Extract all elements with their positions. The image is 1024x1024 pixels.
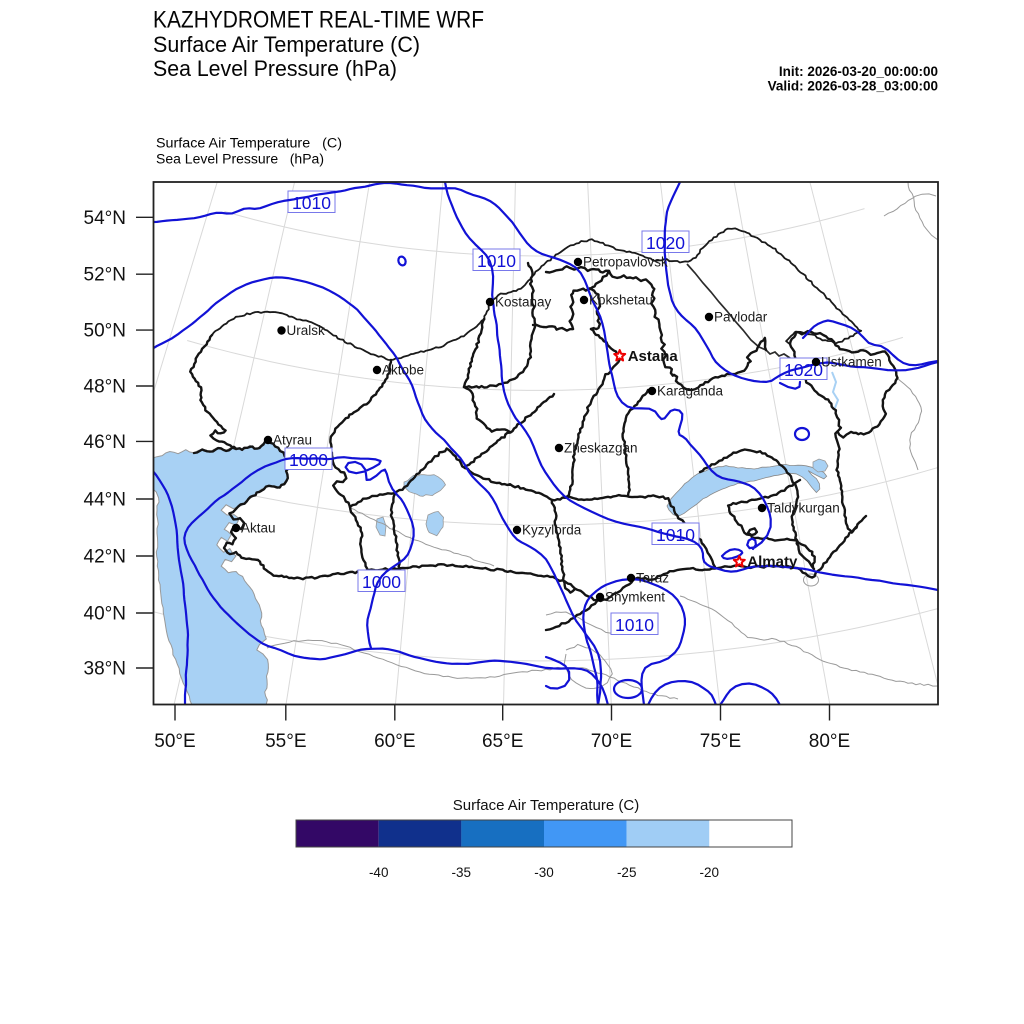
svg-text:1010: 1010 bbox=[477, 251, 516, 271]
svg-text:Karaganda: Karaganda bbox=[657, 384, 724, 399]
svg-text:54°N: 54°N bbox=[84, 208, 126, 229]
svg-text:38°N: 38°N bbox=[84, 659, 126, 680]
svg-text:Valid: 2026-03-28_03:00:00: Valid: 2026-03-28_03:00:00 bbox=[768, 79, 938, 94]
svg-text:Kokshetau: Kokshetau bbox=[589, 293, 653, 308]
svg-text:80°E: 80°E bbox=[809, 731, 850, 752]
svg-text:1010: 1010 bbox=[615, 615, 654, 635]
svg-text:Sea Level Pressure (hPa): Sea Level Pressure (hPa) bbox=[153, 56, 397, 81]
svg-text:Atyrau: Atyrau bbox=[273, 433, 312, 448]
svg-text:Zheskazgan: Zheskazgan bbox=[564, 441, 638, 456]
svg-text:Ustkamen: Ustkamen bbox=[821, 355, 882, 370]
svg-text:44°N: 44°N bbox=[84, 490, 126, 511]
svg-text:Taraz: Taraz bbox=[636, 571, 669, 586]
svg-text:1010: 1010 bbox=[656, 525, 695, 545]
svg-text:42°N: 42°N bbox=[84, 547, 126, 568]
svg-text:-25: -25 bbox=[617, 865, 637, 880]
svg-text:Aktobe: Aktobe bbox=[382, 363, 424, 378]
svg-text:-30: -30 bbox=[534, 865, 554, 880]
svg-text:40°N: 40°N bbox=[84, 604, 126, 625]
svg-text:50°E: 50°E bbox=[154, 731, 195, 752]
svg-text:Surface Air Temperature (C): Surface Air Temperature (C) bbox=[453, 797, 639, 814]
svg-text:Almaty: Almaty bbox=[747, 554, 798, 571]
svg-text:Surface Air Temperature (C): Surface Air Temperature (C) bbox=[153, 32, 420, 57]
svg-text:-20: -20 bbox=[700, 865, 720, 880]
svg-text:Astana: Astana bbox=[628, 348, 679, 365]
svg-text:Kostanay: Kostanay bbox=[495, 295, 552, 310]
svg-text:65°E: 65°E bbox=[482, 731, 523, 752]
svg-text:Aktau: Aktau bbox=[241, 521, 276, 536]
svg-text:Uralsk: Uralsk bbox=[287, 323, 326, 338]
svg-text:-35: -35 bbox=[452, 865, 472, 880]
svg-text:Kyzylorda: Kyzylorda bbox=[522, 523, 582, 538]
svg-text:Pavlodar: Pavlodar bbox=[714, 310, 768, 325]
svg-text:Petropavlovsk: Petropavlovsk bbox=[583, 255, 668, 270]
svg-text:70°E: 70°E bbox=[591, 731, 632, 752]
svg-text:75°E: 75°E bbox=[700, 731, 741, 752]
svg-text:Shymkent: Shymkent bbox=[605, 590, 665, 605]
svg-text:60°E: 60°E bbox=[374, 731, 415, 752]
svg-text:50°N: 50°N bbox=[84, 321, 126, 342]
svg-text:1000: 1000 bbox=[289, 450, 328, 470]
svg-text:Taldykurgan: Taldykurgan bbox=[767, 501, 840, 516]
svg-text:1000: 1000 bbox=[362, 572, 401, 592]
svg-text:55°E: 55°E bbox=[265, 731, 306, 752]
svg-text:52°N: 52°N bbox=[84, 265, 126, 286]
svg-text:46°N: 46°N bbox=[84, 432, 126, 453]
svg-text:Init: 2026-03-20_00:00:00: Init: 2026-03-20_00:00:00 bbox=[779, 64, 938, 79]
svg-text:KAZHYDROMET REAL-TIME WRF: KAZHYDROMET REAL-TIME WRF bbox=[153, 7, 484, 34]
svg-text:Surface Air Temperature (C): Surface Air Temperature (C) bbox=[156, 136, 342, 151]
svg-text:Sea Level Pressure (hPa): Sea Level Pressure (hPa) bbox=[156, 152, 324, 167]
svg-text:48°N: 48°N bbox=[84, 377, 126, 398]
svg-text:-40: -40 bbox=[369, 865, 389, 880]
